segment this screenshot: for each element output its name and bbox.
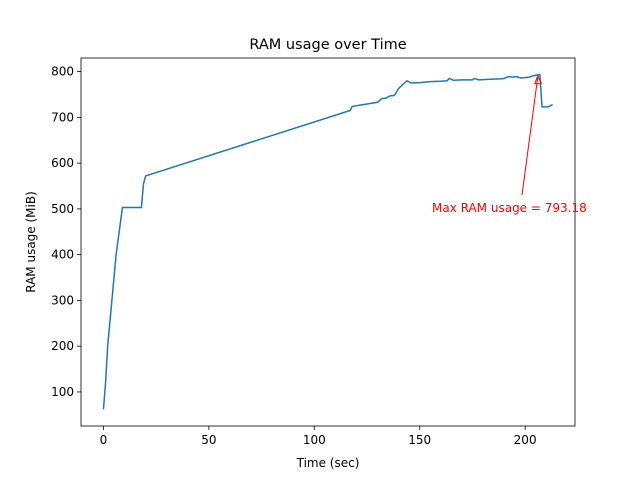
annotation-arrow: [521, 76, 539, 196]
y-tick-label: 100: [51, 385, 74, 399]
y-tick-label: 800: [51, 65, 74, 79]
line: [102, 73, 553, 410]
y-axis-label: RAM usage (MiB): [24, 191, 38, 293]
x-tick-label: 100: [303, 433, 326, 447]
annotation-text: Max RAM usage = 793.18: [432, 201, 587, 215]
chart-title: RAM usage over Time: [249, 37, 406, 53]
y-tick-label: 300: [51, 293, 74, 307]
y-tick-label: 500: [51, 202, 74, 216]
y-tick-label: 700: [51, 110, 74, 124]
y-tick-label: 200: [51, 339, 74, 353]
plot-frame: [80, 57, 576, 427]
x-tick-label: 200: [514, 433, 537, 447]
y-tick-label: 600: [51, 156, 74, 170]
x-tick-label: 50: [201, 433, 216, 447]
x-tick-label: 0: [100, 433, 108, 447]
y-tick-label: 400: [51, 248, 74, 262]
annotation-arrowhead: [534, 74, 543, 85]
x-axis-label: Time (sec): [296, 456, 360, 470]
x-tick-label: 150: [408, 433, 431, 447]
